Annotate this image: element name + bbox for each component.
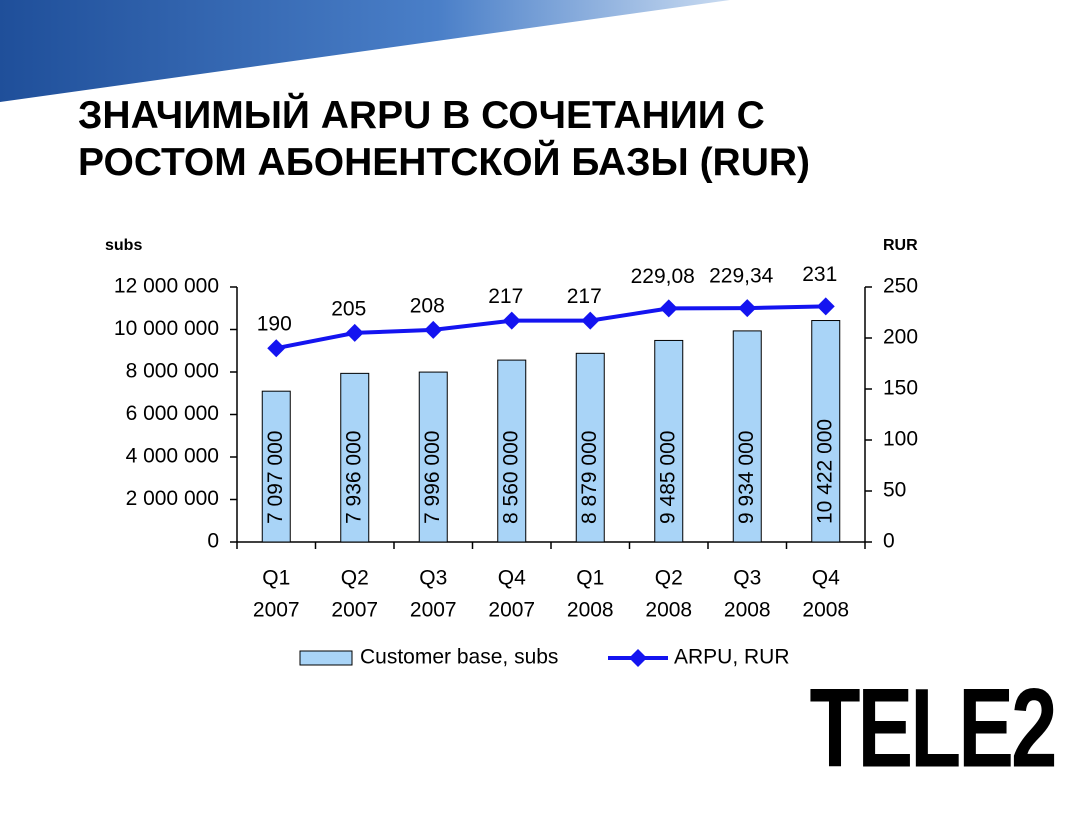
x-tick-label: 2008 bbox=[724, 599, 771, 622]
y-tick-label: 4 000 000 bbox=[126, 445, 219, 468]
line bbox=[275, 304, 826, 351]
y2-tick-label: 250 bbox=[883, 275, 918, 298]
bar-value-label: 8 560 000 bbox=[499, 431, 522, 524]
bar-value-label: 7 936 000 bbox=[342, 431, 365, 524]
x-tick-label: 2007 bbox=[410, 599, 457, 622]
x-tick-label: 2008 bbox=[802, 599, 849, 622]
x-tick-label: Q3 bbox=[733, 567, 761, 590]
bar-value-label: 7 097 000 bbox=[264, 431, 287, 524]
y-axis-label: subs bbox=[105, 237, 142, 254]
x-tick-label: Q4 bbox=[812, 567, 840, 590]
y-tick-label: 6 000 000 bbox=[126, 402, 219, 425]
x-tick-label: Q1 bbox=[576, 567, 604, 590]
bar bbox=[654, 339, 684, 543]
bar bbox=[418, 371, 448, 543]
bar-value-label: 10 422 000 bbox=[813, 419, 836, 524]
bar bbox=[497, 359, 527, 543]
line-marker bbox=[345, 323, 364, 342]
y-tick-label: 8 000 000 bbox=[126, 360, 219, 383]
y-tick-label: 2 000 000 bbox=[126, 487, 219, 510]
line-marker bbox=[581, 311, 600, 330]
legend-swatch bbox=[629, 649, 647, 667]
x-tick-label: 2007 bbox=[331, 599, 378, 622]
x-tick-label: Q4 bbox=[498, 567, 526, 590]
bar bbox=[261, 390, 291, 543]
bar-value-label: 8 879 000 bbox=[578, 431, 601, 524]
line-marker bbox=[738, 299, 757, 318]
y2-tick-label: 200 bbox=[883, 326, 918, 349]
x-tick-label: Q2 bbox=[655, 567, 683, 590]
line-value-label: 205 bbox=[331, 297, 366, 320]
y2-axis-label: RUR bbox=[883, 237, 918, 254]
line-value-label: 208 bbox=[410, 294, 445, 317]
legend-label: Customer base, subs bbox=[360, 646, 558, 669]
logo: TELE2 bbox=[810, 666, 1055, 791]
line-marker bbox=[502, 311, 521, 330]
legend-label: ARPU, RUR bbox=[674, 646, 790, 669]
x-tick-label: 2008 bbox=[567, 599, 614, 622]
legend-swatch bbox=[299, 650, 353, 666]
line-value-label: 217 bbox=[488, 285, 523, 308]
bar bbox=[575, 352, 605, 543]
line-value-label: 229,34 bbox=[709, 265, 774, 288]
x-tick-label: 2007 bbox=[488, 599, 535, 622]
bar-value-label: 7 996 000 bbox=[421, 431, 444, 524]
line-marker bbox=[267, 339, 286, 358]
title: ЗНАЧИМЫЙ ARPU В СОЧЕТАНИИ С РОСТОМ АБОНЕ… bbox=[78, 94, 811, 184]
line-value-label: 229,08 bbox=[631, 265, 695, 288]
y2-tick-label: 100 bbox=[883, 428, 918, 451]
x-tick-label: 2007 bbox=[253, 599, 300, 622]
bar bbox=[811, 320, 841, 543]
line-marker bbox=[659, 299, 678, 318]
line-marker bbox=[816, 297, 835, 316]
line-value-label: 217 bbox=[567, 285, 602, 308]
bar-value-label: 9 485 000 bbox=[656, 431, 679, 524]
x-tick-label: 2008 bbox=[645, 599, 692, 622]
y-tick-label: 0 bbox=[207, 530, 219, 553]
x-tick-label: Q2 bbox=[341, 567, 369, 590]
y2-tick-label: 0 bbox=[883, 530, 895, 553]
y-tick-label: 10 000 000 bbox=[114, 317, 219, 340]
bar-value-label: 9 934 000 bbox=[735, 431, 758, 524]
line-value-label: 190 bbox=[257, 313, 292, 336]
bar bbox=[732, 330, 762, 543]
x-tick-label: Q1 bbox=[262, 567, 290, 590]
bar bbox=[340, 372, 370, 543]
line-marker bbox=[424, 320, 443, 339]
y-tick-label: 12 000 000 bbox=[114, 275, 219, 298]
x-tick-label: Q3 bbox=[419, 567, 447, 590]
banner bbox=[0, 0, 730, 102]
y2-tick-label: 50 bbox=[883, 479, 906, 502]
y2-tick-label: 150 bbox=[883, 377, 918, 400]
line-value-label: 231 bbox=[802, 263, 837, 286]
